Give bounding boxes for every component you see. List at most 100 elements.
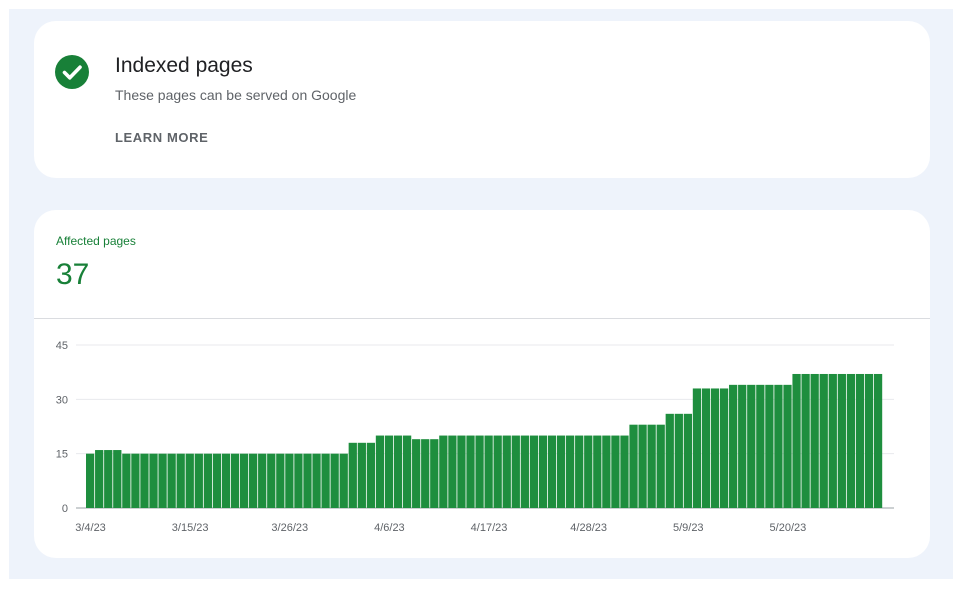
bar [294, 453, 303, 508]
bar [267, 453, 276, 508]
bar [249, 453, 258, 508]
y-tick-label: 45 [56, 340, 68, 352]
bar [593, 435, 602, 508]
bar [312, 453, 321, 508]
bar [475, 435, 484, 508]
bar [122, 453, 131, 508]
bar [95, 450, 104, 508]
bar [602, 435, 611, 508]
bar [529, 435, 539, 508]
bar [584, 435, 593, 508]
bar [647, 424, 656, 508]
bar [348, 442, 357, 508]
bar [792, 373, 801, 508]
x-tick-label: 3/15/23 [172, 522, 209, 534]
bar [339, 453, 348, 508]
chart-card: Affected pages 37 0 15 30 45 3/4/23 3/15/23 3/… [34, 210, 930, 558]
bar [421, 439, 430, 508]
status-subtitle: These pages can be served on Google [115, 87, 357, 103]
x-tick-label: 4/17/23 [471, 522, 508, 534]
bar [113, 450, 122, 508]
bar [167, 453, 176, 508]
bar [493, 435, 502, 508]
bar [285, 453, 294, 508]
bar [701, 388, 711, 508]
bar [566, 435, 575, 508]
bar [729, 384, 738, 508]
bar [556, 435, 566, 508]
bar [710, 388, 720, 508]
bar [538, 435, 548, 508]
bar [692, 388, 702, 508]
bar [203, 453, 212, 508]
bar [511, 435, 520, 508]
card-divider [34, 318, 930, 319]
bar [230, 453, 240, 508]
bar [194, 453, 203, 508]
bar [783, 384, 792, 508]
x-tick-label: 4/28/23 [570, 522, 607, 534]
bar [774, 384, 783, 508]
bar [176, 453, 185, 508]
y-tick-label: 30 [56, 394, 68, 406]
bar [629, 424, 638, 508]
bar [502, 435, 511, 508]
learn-more-button[interactable]: LEARN MORE [115, 130, 209, 145]
bar [575, 435, 584, 508]
bar [412, 439, 421, 508]
x-tick-label: 5/9/23 [673, 522, 704, 534]
bar [756, 384, 765, 508]
metric-value: 37 [56, 258, 90, 291]
bar [276, 453, 285, 508]
affected-pages-chart: 0 15 30 45 3/4/23 3/15/23 3/26/23 4/6/23 4/17/23… [56, 340, 894, 534]
bar [104, 450, 113, 508]
bar [393, 435, 403, 508]
bar [258, 453, 267, 508]
bar [366, 442, 376, 508]
bar [801, 373, 810, 508]
bar [810, 373, 819, 508]
bar [828, 373, 837, 508]
status-title: Indexed pages [115, 54, 253, 77]
bar [747, 384, 756, 508]
bar [149, 453, 158, 508]
bar [683, 413, 693, 508]
bar [185, 453, 194, 508]
bar [448, 435, 457, 508]
bar [638, 424, 647, 508]
bar [439, 435, 448, 508]
bar [357, 442, 366, 508]
bar [375, 435, 385, 508]
x-tick-label: 3/4/23 [75, 522, 106, 534]
bar [221, 453, 231, 508]
page-background: Indexed pages These pages can be served … [9, 9, 953, 579]
bar [86, 453, 95, 508]
bar [738, 384, 747, 508]
bar [212, 453, 222, 508]
bar [484, 435, 493, 508]
bar [855, 373, 865, 508]
bar [656, 424, 665, 508]
bar [303, 453, 312, 508]
status-card: Indexed pages These pages can be served … [34, 21, 930, 178]
bar [665, 413, 674, 508]
bar [674, 413, 683, 508]
y-tick-label: 15 [56, 449, 68, 461]
x-tick-label: 5/20/23 [770, 522, 807, 534]
bar [547, 435, 557, 508]
bar [719, 388, 729, 508]
bar [846, 373, 856, 508]
bar [864, 373, 874, 508]
bar [620, 435, 629, 508]
bar [873, 373, 883, 508]
bar [837, 373, 846, 508]
bar [402, 435, 412, 508]
bar [140, 453, 149, 508]
bar [239, 453, 249, 508]
bar [819, 373, 828, 508]
bar [158, 453, 167, 508]
bar [384, 435, 394, 508]
bar [466, 435, 475, 508]
bar [430, 439, 439, 508]
x-tick-label: 3/26/23 [271, 522, 308, 534]
